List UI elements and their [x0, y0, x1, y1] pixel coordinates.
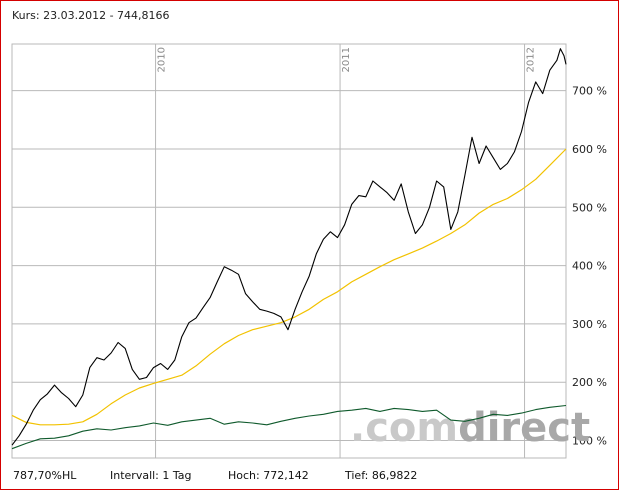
chart-header-quote: Kurs: 23.03.2012 - 744,8166: [12, 9, 170, 22]
x-tick-label: 2011: [341, 47, 352, 72]
footer-performance: 787,70%HL: [13, 469, 77, 482]
y-tick-label: 400 %: [572, 260, 607, 273]
footer-low: Tief: 86,9822: [345, 469, 418, 482]
comdirect-watermark: .comdirect: [350, 405, 590, 451]
benchmark-series-line: [11, 404, 567, 450]
y-tick-label: 300 %: [572, 318, 607, 331]
y-tick-label: 100 %: [572, 435, 607, 448]
y-tick-label: 500 %: [572, 201, 607, 214]
price-series-line: [11, 48, 567, 446]
plot-area-border: [11, 43, 567, 459]
y-tick-label: 700 %: [572, 85, 607, 98]
footer-high: Hoch: 772,142: [228, 469, 309, 482]
x-tick-label: 2012: [526, 47, 537, 72]
y-tick-label: 600 %: [572, 143, 607, 156]
moving-average-series-line: [11, 148, 567, 426]
y-tick-label: 200 %: [572, 376, 607, 389]
x-tick-label: 2010: [157, 47, 168, 72]
footer-interval: Intervall: 1 Tag: [110, 469, 192, 482]
